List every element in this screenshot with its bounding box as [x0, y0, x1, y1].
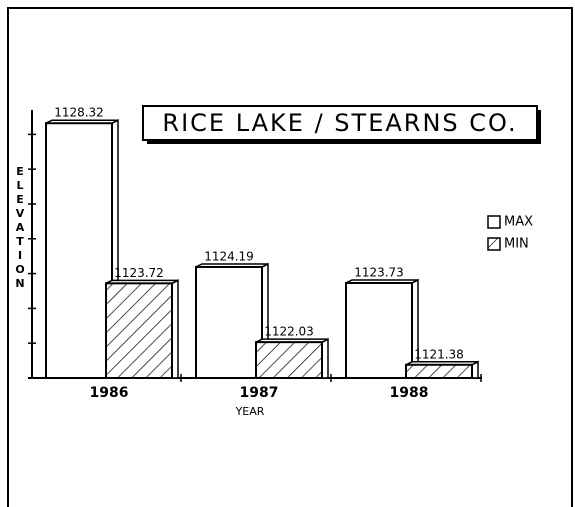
x-tick-label: 1987: [240, 385, 279, 401]
legend-label: MAX: [504, 215, 533, 230]
bar: [345, 281, 413, 379]
x-tick-label: 1986: [90, 385, 129, 401]
title-box: [142, 105, 538, 141]
bar: [45, 122, 113, 380]
bar: [105, 282, 173, 379]
frame: [7, 7, 573, 507]
legend-swatch: [487, 237, 501, 251]
chart-title: RICE LAKE / STEARNS CO.: [162, 109, 517, 137]
data-label: 1124.19: [204, 249, 254, 263]
legend-label: MIN: [504, 237, 529, 252]
y-axis-label: ELEVATION: [14, 165, 27, 291]
x-tick-label: 1988: [390, 385, 429, 401]
data-label: 1122.03: [264, 325, 314, 339]
data-label: 1123.72: [114, 266, 164, 280]
bar: [255, 341, 323, 379]
x-axis-label: YEAR: [235, 405, 265, 418]
data-label: 1123.73: [354, 265, 404, 279]
bar: [405, 363, 473, 379]
data-label: 1128.32: [54, 106, 104, 120]
bar: [195, 265, 263, 380]
data-label: 1121.38: [414, 347, 464, 361]
legend-swatch: [487, 215, 501, 229]
